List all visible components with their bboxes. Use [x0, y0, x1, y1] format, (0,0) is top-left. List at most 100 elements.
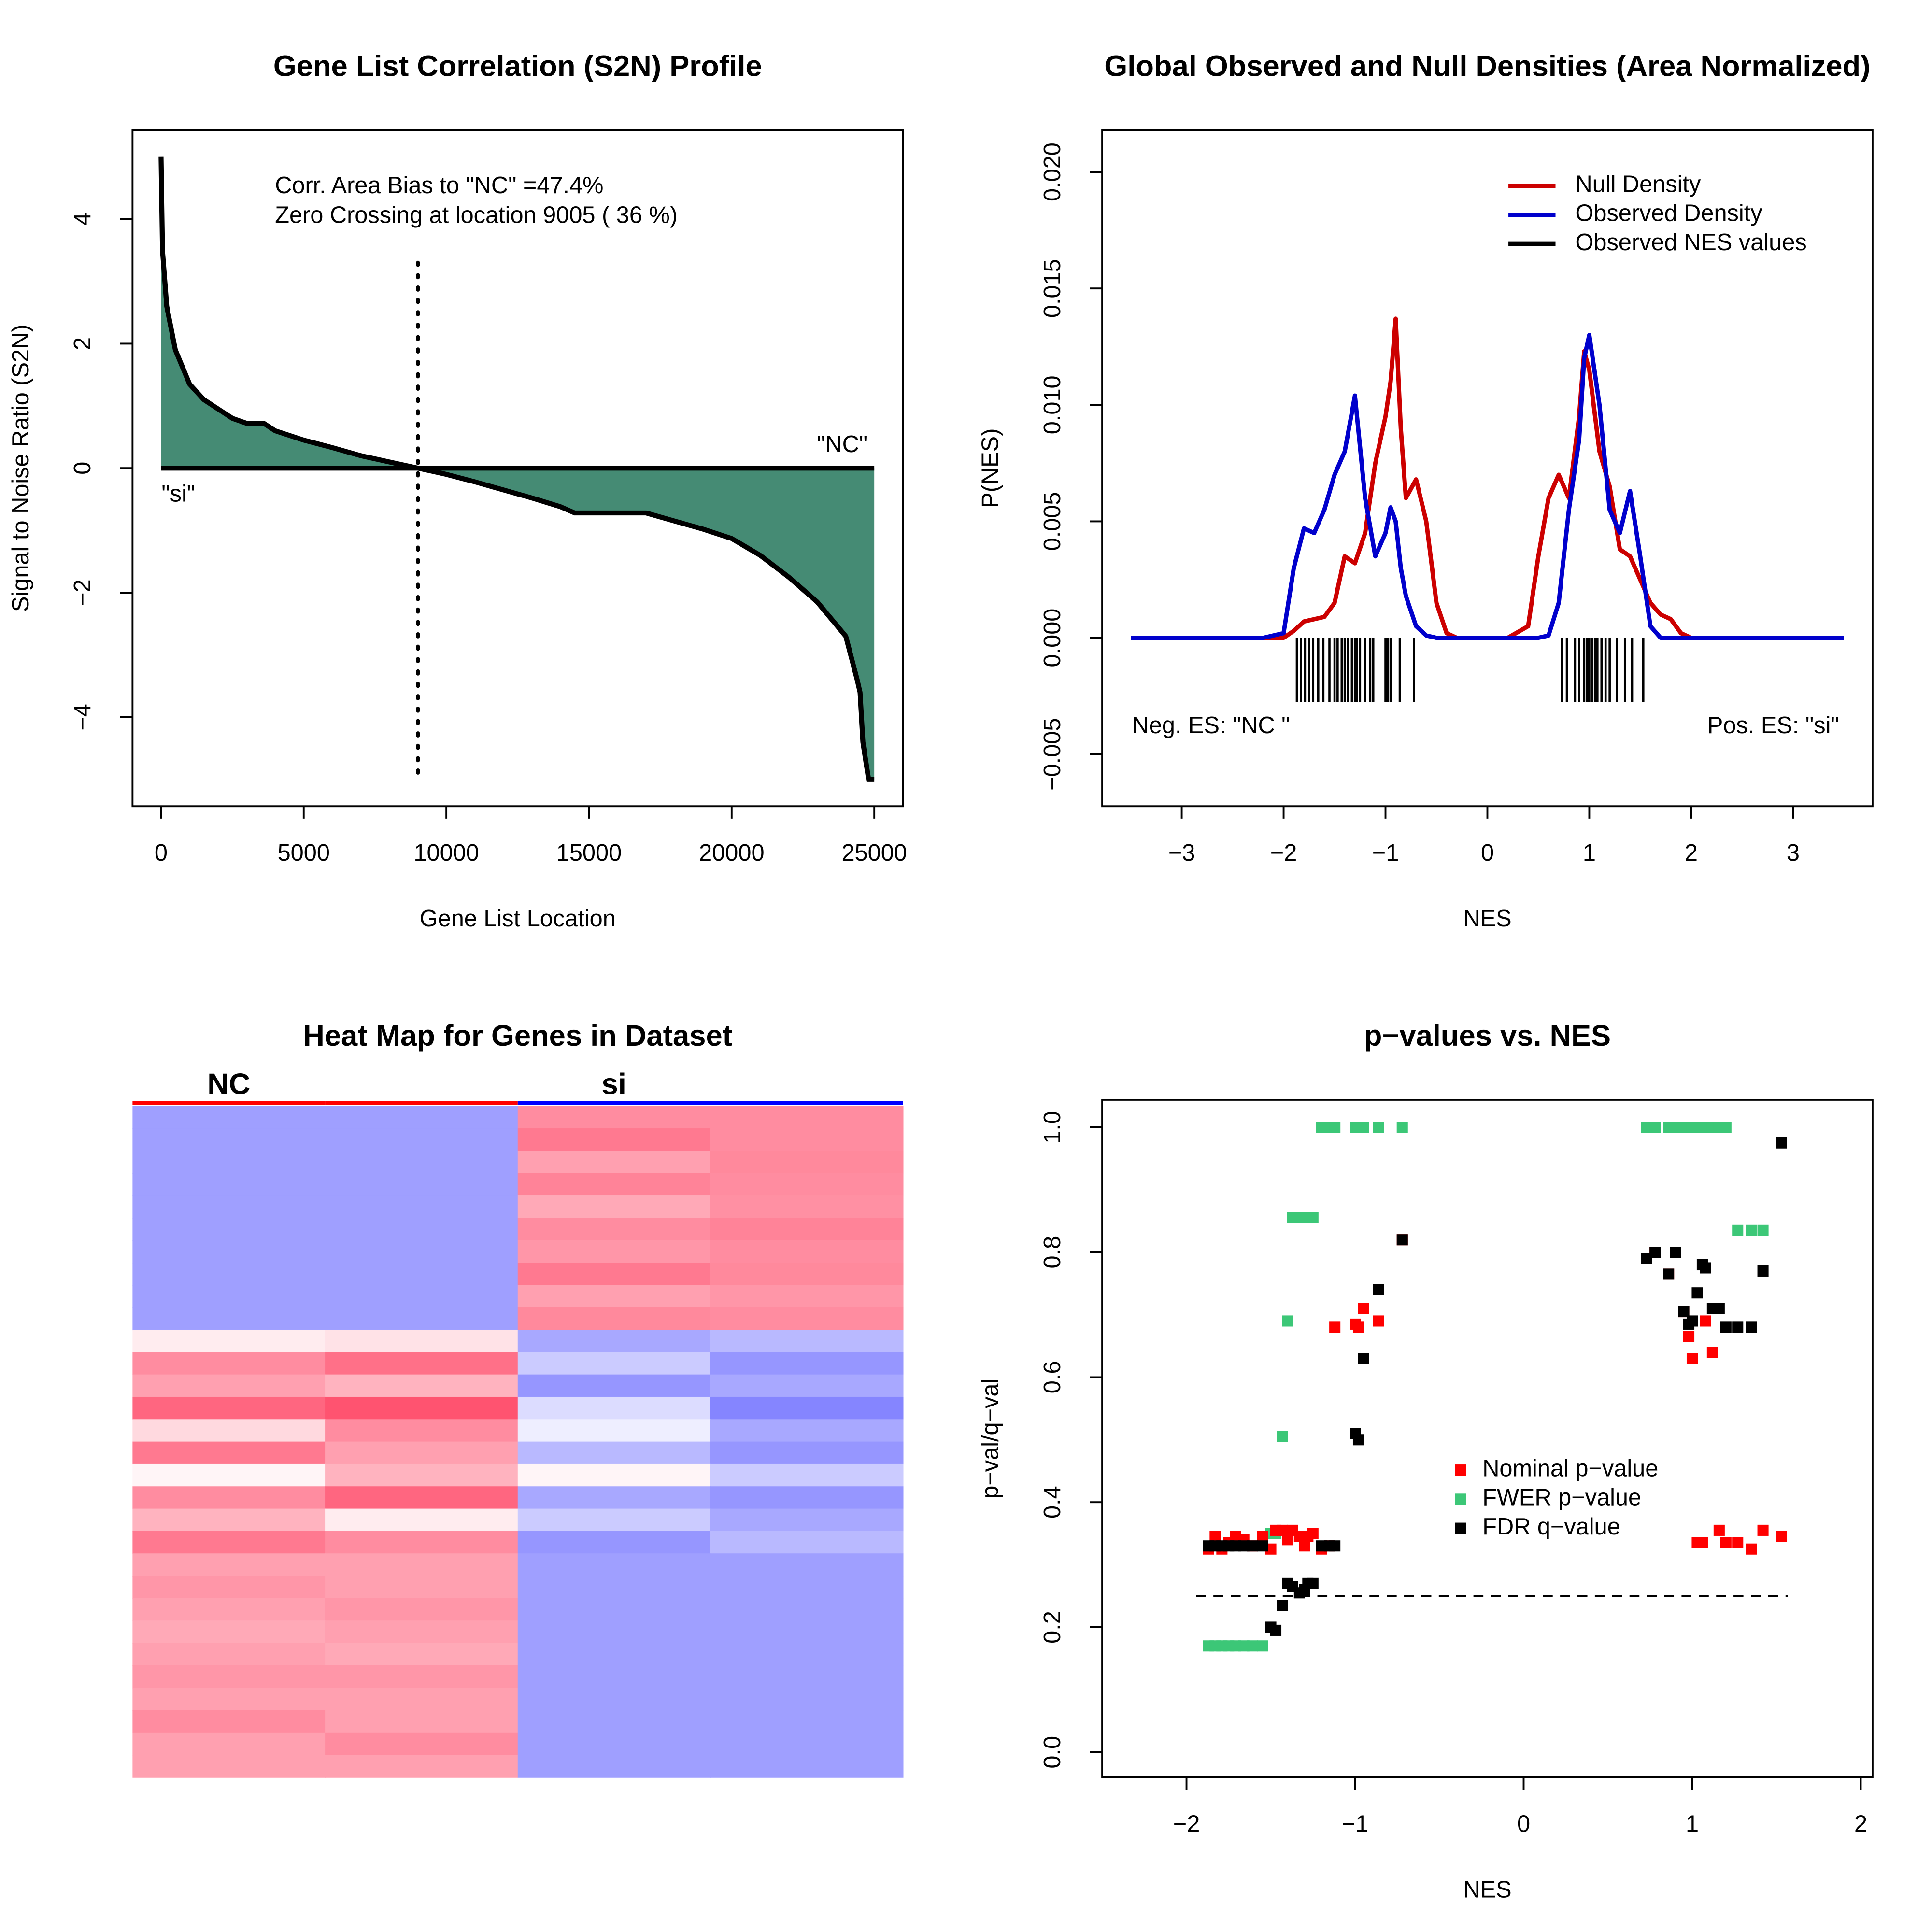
- heat-cell: [517, 1620, 711, 1644]
- heat-cell: [132, 1263, 326, 1286]
- point: [1746, 1543, 1757, 1555]
- point: [1713, 1303, 1725, 1314]
- y-axis-label: p−val/q−val: [978, 1378, 1004, 1499]
- heat-cell: [517, 1285, 711, 1308]
- point: [1307, 1577, 1319, 1589]
- heat-cell: [132, 1419, 326, 1442]
- point: [1358, 1303, 1369, 1314]
- heat-cell: [132, 1576, 326, 1599]
- heat-cell: [132, 1151, 326, 1174]
- heat-cell: [710, 1218, 904, 1241]
- heat-cell: [132, 1128, 326, 1151]
- y-tick-label: 0.015: [1039, 259, 1065, 318]
- heat-cell: [132, 1755, 326, 1778]
- x-tick-label: 0: [155, 840, 168, 866]
- point: [1663, 1268, 1675, 1280]
- legend-label: Observed NES values: [1576, 229, 1807, 256]
- point: [1373, 1122, 1384, 1133]
- x-tick-label: 1: [1583, 840, 1596, 866]
- heat-cell: [325, 1531, 519, 1554]
- heat-cell: [325, 1128, 519, 1151]
- y-tick-label: −2: [70, 579, 96, 606]
- heat-cell: [517, 1218, 711, 1241]
- heat-cell: [132, 1732, 326, 1756]
- y-tick-label: 1.0: [1039, 1111, 1065, 1144]
- y-tick-label: 0.0: [1039, 1736, 1065, 1769]
- heat-cell: [325, 1441, 519, 1465]
- density-line: [1131, 333, 1844, 640]
- point: [1757, 1524, 1769, 1536]
- heat-cell: [710, 1755, 904, 1778]
- point: [1696, 1537, 1708, 1548]
- heat-cell: [325, 1732, 519, 1756]
- point: [1700, 1315, 1711, 1327]
- heat-cell: [325, 1576, 519, 1599]
- heat-cell: [710, 1374, 904, 1398]
- heat-cell: [517, 1508, 711, 1532]
- heat-cell: [325, 1755, 519, 1778]
- annotation: Corr. Area Bias to "NC" =47.4%: [275, 172, 603, 199]
- point: [1776, 1137, 1788, 1149]
- point: [1329, 1122, 1341, 1133]
- point: [1282, 1534, 1293, 1546]
- point: [1373, 1284, 1384, 1295]
- y-tick-label: 0.005: [1039, 492, 1065, 551]
- x-tick-label: 2: [1685, 840, 1698, 866]
- heat-cell: [710, 1307, 904, 1331]
- heat-cell: [325, 1285, 519, 1308]
- chart-title: Gene List Correlation (S2N) Profile: [273, 49, 762, 83]
- x-tick-label: 10000: [413, 840, 479, 866]
- point: [1265, 1543, 1277, 1555]
- heat-cell: [710, 1419, 904, 1442]
- heat-cell: [325, 1307, 519, 1331]
- heat-cell: [325, 1173, 519, 1196]
- point: [1396, 1122, 1408, 1133]
- heat-cell: [710, 1598, 904, 1621]
- point: [1282, 1315, 1293, 1327]
- heat-cell: [132, 1531, 326, 1554]
- heat-cell: [325, 1374, 519, 1398]
- point: [1230, 1540, 1241, 1552]
- point: [1732, 1321, 1744, 1333]
- heat-cell: [710, 1329, 904, 1353]
- x-tick-label: −2: [1173, 1811, 1200, 1837]
- heat-cell: [132, 1620, 326, 1644]
- point: [1230, 1531, 1241, 1542]
- point: [1299, 1540, 1310, 1552]
- point: [1247, 1640, 1258, 1652]
- x-tick-label: 2: [1854, 1811, 1867, 1837]
- heat-cell: [710, 1688, 904, 1711]
- heat-cell: [517, 1352, 711, 1375]
- heat-cell: [710, 1665, 904, 1689]
- point: [1706, 1347, 1718, 1358]
- y-tick-label: 0.2: [1039, 1611, 1065, 1644]
- point: [1238, 1640, 1250, 1652]
- heat-cell: [132, 1352, 326, 1375]
- point: [1720, 1122, 1732, 1133]
- legend-swatch: [1455, 1493, 1466, 1505]
- y-tick-label: 2: [70, 337, 96, 350]
- heat-cell: [132, 1598, 326, 1621]
- class-bar: [710, 1101, 903, 1105]
- heat-cell: [710, 1463, 904, 1487]
- heat-cell: [710, 1195, 904, 1219]
- point: [1746, 1321, 1757, 1333]
- heat-cell: [517, 1240, 711, 1264]
- heat-cell: [517, 1329, 711, 1353]
- heat-cell: [132, 1486, 326, 1509]
- heat-cell: [517, 1531, 711, 1554]
- profile-line: [158, 156, 875, 782]
- heat-cell: [325, 1396, 519, 1420]
- x-axis-label: Gene List Location: [420, 906, 616, 932]
- heat-cell: [325, 1419, 519, 1442]
- point: [1277, 1431, 1289, 1442]
- heat-cell: [132, 1218, 326, 1241]
- heat-cell: [325, 1463, 519, 1487]
- legend-label: FDR q−value: [1482, 1514, 1620, 1540]
- legend-swatch: [1455, 1522, 1466, 1534]
- heat-cell: [517, 1419, 711, 1442]
- y-tick-label: −0.005: [1039, 718, 1065, 791]
- heat-cell: [517, 1173, 711, 1196]
- point: [1641, 1253, 1652, 1264]
